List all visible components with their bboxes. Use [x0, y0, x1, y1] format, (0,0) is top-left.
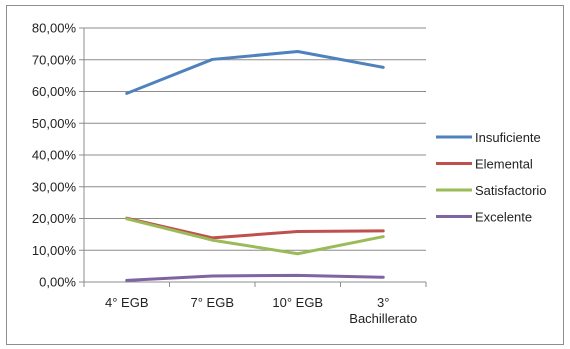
y-tick-label: 50,00%: [32, 116, 77, 131]
x-tick-label: 10° EGB: [272, 295, 323, 310]
series-line-insuficiente: [125, 49, 385, 95]
y-tick-label: 80,00%: [32, 21, 77, 36]
legend-label: Elemental: [475, 157, 533, 172]
axes: [79, 27, 427, 287]
series-line-excelente: [125, 273, 385, 282]
legend-label: Insuficiente: [475, 130, 541, 145]
y-tick-label: 20,00%: [32, 211, 77, 226]
x-tick-label: 7° EGB: [191, 295, 235, 310]
y-tick-label: 0,00%: [39, 275, 76, 290]
chart-frame: [6, 5, 564, 345]
series-lines: [125, 49, 385, 282]
x-axis-tick-labels: 4° EGB 7° EGB 10° EGB 3° Bachillerato: [105, 295, 417, 326]
y-tick-label: 40,00%: [32, 148, 77, 163]
gridlines: [84, 27, 426, 251]
y-axis-tick-labels: 0,00% 10,00% 20,00% 30,00% 40,00% 50,00% 60,00…: [32, 21, 77, 290]
x-tick-label: 3° Bachillerato: [349, 295, 417, 326]
legend-label: Satisfactorio: [475, 183, 547, 198]
y-tick-label: 70,00%: [32, 52, 77, 67]
y-tick-label: 60,00%: [32, 84, 77, 99]
legend-label: Excelente: [475, 210, 532, 225]
legend: Insuficiente Elemental Satisfactorio Excele…: [436, 130, 547, 225]
x-tick-label: 4° EGB: [105, 295, 149, 310]
series-line-satisfactorio: [125, 217, 385, 256]
y-tick-label: 30,00%: [32, 179, 77, 194]
y-tick-label: 10,00%: [32, 243, 77, 258]
